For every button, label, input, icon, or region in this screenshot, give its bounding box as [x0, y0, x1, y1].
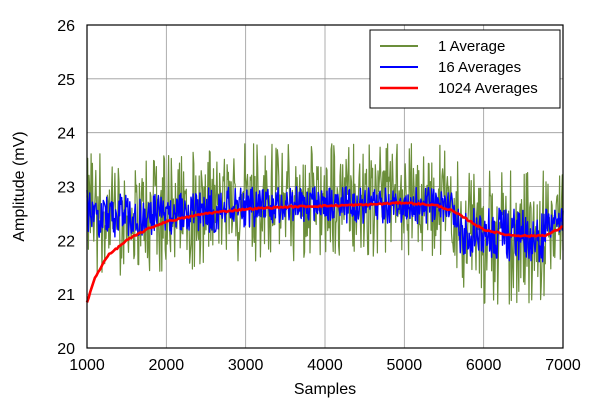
- x-axis-label: Samples: [294, 381, 356, 398]
- x-tick-label: 3000: [228, 357, 264, 374]
- y-tick-label: 23: [57, 180, 75, 197]
- series-layer: [85, 143, 564, 305]
- x-tick-label: 6000: [466, 357, 502, 374]
- y-tick-label: 25: [57, 72, 75, 89]
- series-line-2: [86, 185, 564, 263]
- y-axis-label: Amplitude (mV): [11, 131, 28, 241]
- y-tick-labels: 20 21 22 23 24 25 26: [57, 18, 75, 358]
- x-tick-label: 2000: [149, 357, 185, 374]
- y-tick-label: 22: [57, 233, 75, 250]
- plot-frame: [86, 24, 564, 349]
- y-tick-label: 20: [57, 341, 75, 358]
- y-tick-label: 24: [57, 126, 75, 143]
- legend: 1 Average 16 Averages 1024 Averages: [369, 29, 561, 109]
- series-line-3: [85, 200, 564, 303]
- x-tick-label: 1000: [69, 357, 105, 374]
- legend-label: 1024 Averages: [438, 80, 538, 97]
- x-tick-label: 4000: [307, 357, 343, 374]
- legend-label: 16 Averages: [438, 59, 521, 76]
- x-tick-label: 5000: [387, 357, 423, 374]
- x-tick-label: 7000: [545, 357, 581, 374]
- x-tick-labels: 1000 2000 3000 4000 5000 6000 7000: [69, 357, 581, 374]
- y-tick-label: 21: [57, 287, 75, 304]
- legend-label: 1 Average: [438, 38, 505, 55]
- y-tick-label: 26: [57, 18, 75, 35]
- legend-box: [369, 29, 561, 109]
